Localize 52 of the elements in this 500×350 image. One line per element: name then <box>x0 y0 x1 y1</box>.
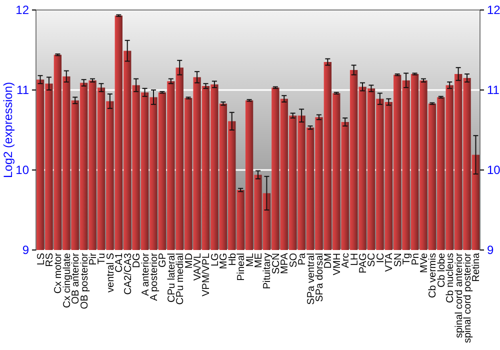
x-tick-label: ME <box>254 252 264 268</box>
x-tick-label: Arc <box>340 253 352 268</box>
x-tick-label: OB anterior <box>70 252 82 304</box>
x-tick-label: OB posterior <box>79 252 90 310</box>
x-tick-label: CA1 <box>114 252 126 272</box>
x-tick-label: Cb lobe <box>436 252 448 288</box>
x-tick-label: VTA <box>384 252 396 272</box>
y-tick-label: 10 <box>16 162 30 177</box>
x-tick-label: LS <box>36 252 47 266</box>
x-tick-label: Cb nucleus <box>445 253 456 304</box>
y-tick-label: 12 <box>16 2 30 17</box>
x-tick-label: MPA <box>280 252 291 274</box>
y2-tick-label: 12 <box>487 2 500 17</box>
x-tick-label: SCN <box>270 253 282 274</box>
x-tick-label: RS <box>44 252 56 267</box>
x-tick-label: VMH <box>332 253 343 276</box>
x-tick-label: MVe <box>418 252 430 274</box>
x-tick-label: CPu medial <box>175 253 186 305</box>
y2-tick-label: 9 <box>487 242 494 257</box>
y2-tick-label: 11 <box>487 82 500 97</box>
x-tick-label: SN <box>392 253 404 267</box>
x-tick-label: Pineal <box>236 253 248 281</box>
x-tick-label: Cx cingulate <box>62 252 73 308</box>
x-tick-label: CPu lateral <box>166 253 178 302</box>
y2-tick-label: 10 <box>487 162 500 177</box>
x-tick-label: Pa <box>297 252 308 266</box>
x-tick-label: Tu <box>96 253 108 264</box>
x-tick-label: DM <box>323 253 334 269</box>
x-tick-label: SO <box>288 252 300 268</box>
x-tick-label: DG <box>132 252 143 268</box>
x-tick-label: CA2/CA3 <box>122 252 134 295</box>
x-tick-label: Pn <box>410 253 422 266</box>
x-tick-label: A posterior <box>148 252 160 301</box>
x-tick-label: Retina <box>471 252 482 282</box>
x-tick-label: LH <box>349 253 360 266</box>
x-tick-label: spinal cord anterior <box>454 252 465 338</box>
x-tick-label: Pituitary <box>262 253 274 290</box>
x-tick-label: IC <box>375 253 386 263</box>
x-tick-label: spinal cord posterior <box>462 252 474 344</box>
x-tick-label: SC <box>366 253 378 267</box>
x-tick-label: A anterior <box>140 252 152 296</box>
y-axis-title: Log2 (expression) <box>1 82 15 178</box>
x-tick-label: GP <box>158 252 169 268</box>
x-tick-label: ML <box>244 252 256 267</box>
y-tick-label: 9 <box>22 242 30 257</box>
x-tick-label: SPa dorsal <box>314 253 326 302</box>
y-tick-label: 11 <box>16 82 30 97</box>
x-tick-label: ventral S <box>105 252 116 292</box>
x-tick-label: LG <box>210 252 221 266</box>
x-tick-label: Hb <box>227 252 238 266</box>
x-tick-label: Tg <box>402 253 413 265</box>
x-tick-label: VPM/VPL <box>201 252 212 296</box>
